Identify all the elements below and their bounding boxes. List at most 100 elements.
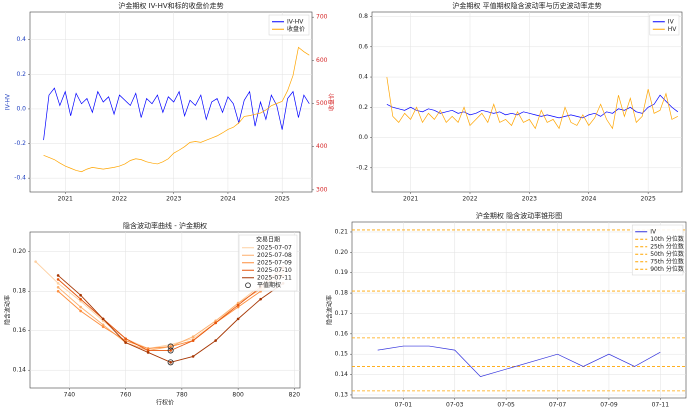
y2-tick-label: 500 bbox=[316, 100, 328, 107]
data-point bbox=[236, 303, 240, 307]
y2-tick-label: 700 bbox=[316, 14, 328, 21]
y-tick-label: 0.6 bbox=[358, 43, 368, 50]
y2-tick-label: 400 bbox=[316, 143, 328, 150]
x-tick-label: 2025 bbox=[275, 196, 290, 203]
data-point bbox=[191, 355, 195, 358]
x-tick-label: 740 bbox=[64, 392, 76, 399]
data-point bbox=[236, 305, 240, 309]
data-point bbox=[191, 337, 195, 340]
legend-label: 2025-07-11 bbox=[257, 274, 292, 281]
chart-title: 沪金期权 平值期权隐含波动率与历史波动率走势 bbox=[452, 1, 601, 10]
data-point bbox=[79, 299, 82, 303]
legend-label: IV-HV bbox=[287, 18, 304, 25]
y-tick-label: -0.2 bbox=[356, 164, 368, 171]
chart-title: 隐含波动率曲线 - 沪金期权 bbox=[123, 221, 207, 230]
legend-label: 50th 分位数 bbox=[650, 250, 684, 258]
data-point bbox=[56, 274, 60, 277]
x-axis-label: 行权价 bbox=[156, 399, 174, 407]
data-point bbox=[79, 293, 82, 297]
data-point bbox=[236, 317, 240, 321]
x-tick-label: 2022 bbox=[112, 196, 127, 203]
legend-label: 2025-07-07 bbox=[257, 244, 292, 251]
x-tick-label: 800 bbox=[232, 392, 244, 399]
atm-marker bbox=[167, 343, 174, 350]
y-tick-label: 0.14 bbox=[13, 367, 27, 374]
x-tick-label: 2024 bbox=[581, 196, 596, 203]
legend-marker bbox=[245, 282, 251, 289]
data-point bbox=[191, 335, 195, 338]
x-tick-label: 07-05 bbox=[497, 402, 515, 409]
data-point bbox=[146, 349, 150, 352]
legend-label: 2025-07-09 bbox=[257, 259, 292, 266]
chart-title: 沪金期权 隐含波动率锥形图 bbox=[476, 211, 562, 220]
y-axis-label: 隐含波动率 bbox=[4, 295, 12, 325]
data-point bbox=[34, 260, 37, 263]
data-point bbox=[191, 339, 195, 342]
x-tick-label: 07-01 bbox=[395, 402, 413, 409]
data-point bbox=[101, 323, 105, 327]
x-tick-label: 2024 bbox=[220, 196, 235, 203]
atm-marker bbox=[167, 359, 174, 366]
y-tick-label: 0.21 bbox=[335, 228, 349, 235]
y-tick-label: 0.4 bbox=[358, 74, 368, 81]
legend-label: 10th 分位数 bbox=[650, 235, 684, 243]
data-point bbox=[56, 289, 60, 293]
plot-area bbox=[29, 11, 313, 193]
y-tick-label: 0.16 bbox=[13, 327, 27, 334]
series-line bbox=[386, 94, 679, 119]
legend-label: 平值期权 bbox=[257, 281, 281, 289]
y2-tick-label: 600 bbox=[316, 57, 328, 64]
x-tick-label: 2023 bbox=[166, 196, 181, 203]
y-tick-label: 0.20 bbox=[13, 248, 27, 255]
series-line bbox=[43, 46, 310, 173]
y-tick-label: 0.18 bbox=[13, 288, 27, 295]
y-tick-label: 0.2 bbox=[358, 104, 368, 111]
y-tick-label: 0.16 bbox=[335, 330, 349, 337]
y-tick-label: 0.2 bbox=[16, 71, 26, 78]
y-tick-label: 0.15 bbox=[335, 351, 349, 358]
x-tick-label: 07-07 bbox=[549, 402, 567, 409]
data-point bbox=[169, 349, 172, 352]
x-tick-label: 2025 bbox=[641, 196, 656, 203]
series-line bbox=[377, 345, 661, 378]
y-tick-label: 0.13 bbox=[335, 391, 349, 398]
series-line bbox=[35, 261, 284, 349]
y2-axis-label: 收盘价 bbox=[328, 93, 336, 111]
y-tick-label: 0.0 bbox=[16, 105, 26, 112]
data-point bbox=[101, 325, 105, 329]
y-tick-label: 0.18 bbox=[335, 290, 349, 297]
data-point bbox=[56, 278, 60, 281]
legend-box bbox=[649, 14, 680, 36]
atm-marker bbox=[167, 347, 174, 354]
y-tick-label: 0.8 bbox=[358, 13, 368, 20]
data-point bbox=[56, 282, 60, 285]
y2-tick-label: 300 bbox=[316, 186, 328, 193]
legend-label: 2025-07-08 bbox=[257, 252, 292, 259]
plot-area bbox=[371, 11, 683, 193]
x-tick-label: 2021 bbox=[403, 196, 418, 203]
legend-label: IV bbox=[650, 228, 657, 235]
x-tick-label: 2022 bbox=[462, 196, 477, 203]
y-axis-label: 隐含波动率 bbox=[326, 295, 334, 325]
legend-label: 75th 分位数 bbox=[650, 257, 684, 265]
x-tick-label: 2021 bbox=[58, 196, 73, 203]
chart-title: 沪金期权 IV-HV和标的收盘价走势 bbox=[118, 1, 223, 10]
legend-label: 90th 分位数 bbox=[650, 265, 684, 273]
data-point bbox=[56, 285, 60, 289]
y-tick-label: 0.14 bbox=[335, 371, 349, 378]
data-point bbox=[124, 341, 127, 344]
series-line bbox=[43, 87, 310, 141]
x-tick-label: 07-11 bbox=[652, 402, 670, 409]
x-tick-label: 07-03 bbox=[446, 402, 464, 409]
y-tick-label: -0.4 bbox=[14, 175, 26, 182]
x-tick-label: 820 bbox=[289, 392, 301, 399]
data-point bbox=[169, 361, 172, 364]
legend-box bbox=[631, 224, 684, 276]
legend-box bbox=[268, 14, 310, 36]
data-point bbox=[236, 301, 240, 305]
data-point bbox=[101, 317, 105, 321]
data-point bbox=[146, 351, 150, 354]
x-tick-label: 780 bbox=[176, 392, 188, 399]
x-tick-label: 760 bbox=[120, 392, 132, 399]
